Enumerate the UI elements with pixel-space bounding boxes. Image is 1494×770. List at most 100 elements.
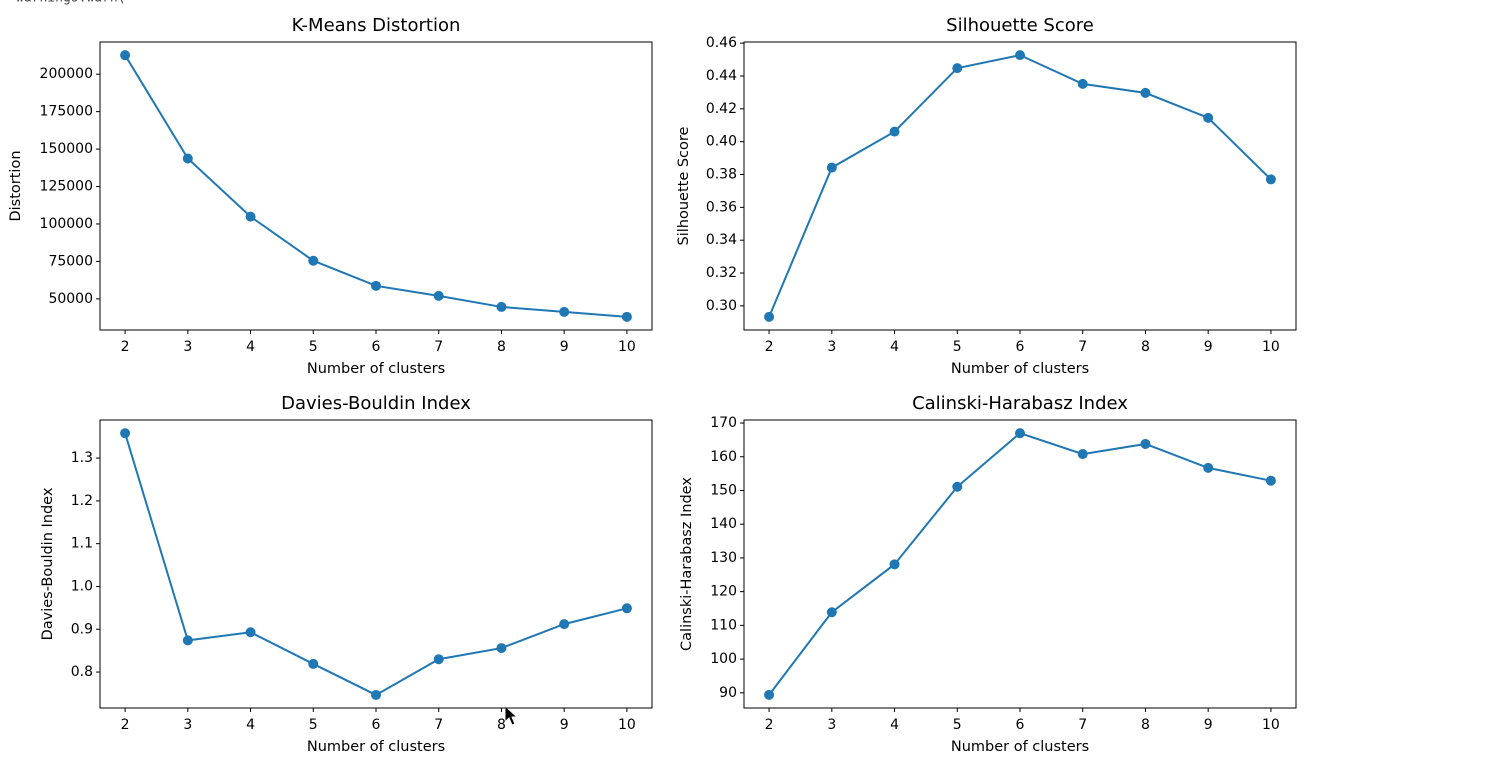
data-point xyxy=(433,654,444,665)
x-tick-label: 5 xyxy=(953,717,962,733)
plot-frame xyxy=(743,419,1297,709)
data-point xyxy=(952,481,963,492)
y-tick-label: 1.0 xyxy=(71,578,93,594)
x-tick-label: 8 xyxy=(1141,717,1150,733)
output-text: warnings.warn( xyxy=(16,0,126,6)
x-tick-label: 9 xyxy=(560,339,569,355)
x-tick-label: 10 xyxy=(1262,717,1280,733)
data-point xyxy=(621,603,632,614)
x-tick-label: 4 xyxy=(246,339,255,355)
plot-frame xyxy=(99,419,653,709)
x-tick-label: 3 xyxy=(827,339,836,355)
x-tick-label: 4 xyxy=(246,717,255,733)
data-point xyxy=(120,50,131,61)
y-tick-label: 0.40 xyxy=(706,134,737,150)
data-point xyxy=(826,162,837,173)
y-tick-label: 1.2 xyxy=(71,493,93,509)
x-tick-label: 6 xyxy=(1016,717,1025,733)
x-tick-label: 10 xyxy=(1262,339,1280,355)
y-tick-label: 0.42 xyxy=(706,101,737,117)
data-point xyxy=(308,255,319,266)
chart-title: Davies-Bouldin Index xyxy=(281,393,471,414)
x-tick-label: 2 xyxy=(121,339,130,355)
x-tick-label: 5 xyxy=(309,717,318,733)
y-tick-label: 50000 xyxy=(48,291,93,307)
y-tick-label: 75000 xyxy=(48,253,93,269)
y-tick-label: 0.36 xyxy=(706,199,737,215)
x-tick-label: 6 xyxy=(1016,339,1025,355)
plot-frame xyxy=(743,41,1297,331)
y-tick-label: 150000 xyxy=(40,141,93,157)
data-point xyxy=(245,627,256,638)
data-point xyxy=(1140,438,1151,449)
y-tick-label: 150 xyxy=(710,482,737,498)
y-tick-label: 0.9 xyxy=(71,621,93,637)
data-point xyxy=(1265,174,1276,185)
data-point xyxy=(621,311,632,322)
x-tick-label: 7 xyxy=(1078,339,1087,355)
y-tick-label: 0.46 xyxy=(706,35,737,51)
y-tick-label: 120 xyxy=(710,584,737,600)
x-tick-label: 5 xyxy=(953,339,962,355)
x-tick-label: 4 xyxy=(890,339,899,355)
mouse-cursor xyxy=(504,704,519,726)
x-tick-label: 3 xyxy=(183,339,192,355)
y-axis-label: Distortion xyxy=(8,150,24,221)
chart-title: Silhouette Score xyxy=(946,15,1094,36)
y-tick-label: 0.8 xyxy=(71,664,93,680)
data-point xyxy=(952,63,963,74)
data-point xyxy=(889,126,900,137)
x-tick-label: 2 xyxy=(765,339,774,355)
x-tick-label: 7 xyxy=(1078,717,1087,733)
series-line xyxy=(768,54,1272,318)
y-tick-label: 90 xyxy=(719,685,737,701)
data-point xyxy=(889,559,900,570)
chart-title: K-Means Distortion xyxy=(292,15,461,36)
y-tick-label: 130 xyxy=(710,550,737,566)
y-axis-label: Silhouette Score xyxy=(676,126,692,245)
x-tick-label: 2 xyxy=(121,717,130,733)
x-axis-label: Number of clusters xyxy=(307,361,445,377)
y-tick-label: 0.38 xyxy=(706,167,737,183)
data-point xyxy=(496,643,507,654)
data-point xyxy=(1203,462,1214,473)
y-tick-label: 0.34 xyxy=(706,232,737,248)
x-axis-label: Number of clusters xyxy=(951,361,1089,377)
data-point xyxy=(559,306,570,317)
x-tick-label: 3 xyxy=(183,717,192,733)
y-tick-label: 200000 xyxy=(40,66,93,82)
data-point xyxy=(764,311,775,322)
data-point xyxy=(496,301,507,312)
x-tick-label: 2 xyxy=(765,717,774,733)
data-point xyxy=(245,211,256,222)
data-point xyxy=(433,290,444,301)
data-point xyxy=(1265,475,1276,486)
data-point xyxy=(764,689,775,700)
x-tick-label: 9 xyxy=(560,717,569,733)
data-point xyxy=(1077,449,1088,460)
y-axis-label: Calinski-Harabasz Index xyxy=(679,477,695,651)
data-point xyxy=(120,428,131,439)
x-tick-label: 8 xyxy=(497,717,506,733)
y-tick-label: 1.1 xyxy=(71,536,93,552)
plot-frame xyxy=(99,41,653,331)
y-tick-label: 0.32 xyxy=(706,265,737,281)
data-point xyxy=(1203,112,1214,123)
y-tick-label: 125000 xyxy=(40,179,93,195)
x-tick-label: 4 xyxy=(890,717,899,733)
x-tick-label: 8 xyxy=(497,339,506,355)
series-line xyxy=(124,432,628,697)
data-point xyxy=(1015,428,1025,439)
y-tick-label: 0.30 xyxy=(706,298,737,314)
x-tick-label: 3 xyxy=(827,717,836,733)
x-tick-label: 6 xyxy=(372,717,381,733)
y-tick-label: 140 xyxy=(710,516,737,532)
x-tick-label: 10 xyxy=(618,339,636,355)
y-tick-label: 100000 xyxy=(40,216,93,232)
x-tick-label: 6 xyxy=(372,339,381,355)
x-tick-label: 7 xyxy=(434,717,443,733)
y-tick-label: 175000 xyxy=(40,104,93,120)
chart-title: Calinski-Harabasz Index xyxy=(912,393,1128,414)
y-tick-label: 1.3 xyxy=(71,450,93,466)
y-tick-label: 160 xyxy=(710,449,737,465)
